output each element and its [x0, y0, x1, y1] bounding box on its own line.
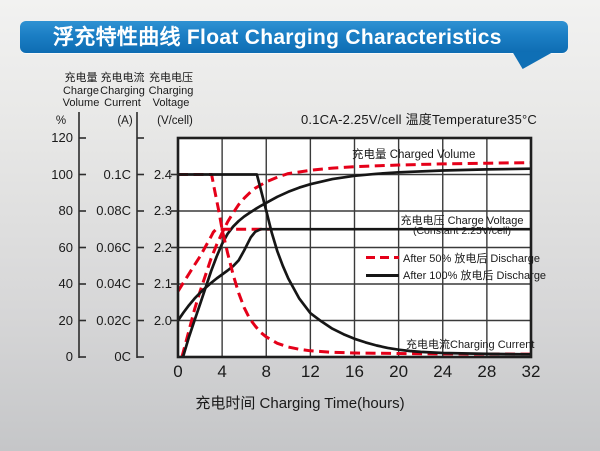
charging-current-curve-label: 充电电流Charging Current	[406, 339, 535, 351]
current-axis-unit: (A)	[117, 115, 133, 127]
axis-title-voltage-en1: Charging	[148, 84, 194, 97]
charge-voltage-curve-label: 充电电压 Charge Voltage	[400, 215, 524, 227]
legend-label-after-50: After 50% 放电后 Discharge	[403, 253, 540, 265]
charged-volume-curve-label: 充电量 Charged Volume	[352, 149, 476, 161]
legend-solid-line-sample	[366, 274, 399, 277]
axis-title-current-en1: Charging	[100, 84, 145, 97]
legend-dashed-line-sample	[366, 256, 399, 259]
x-axis-title: 充电时间 Charging Time(hours)	[195, 395, 405, 412]
axis-title-volume-zh: 充电量	[64, 72, 98, 84]
axis-title-current-zh: 充电电流	[100, 72, 145, 84]
axis-title-voltage-en2: Voltage	[152, 97, 190, 109]
curve-current-after-100-discharge	[178, 173, 532, 356]
axis-title-charging-current: 充电电流 Charging Current	[92, 72, 153, 110]
curve-voltage-after-50-discharge	[176, 227, 270, 293]
volume-axis-unit: %	[55, 115, 67, 127]
curve-voltage-after-100-discharge	[176, 227, 531, 322]
axis-title-volume-en1: Charge	[62, 84, 100, 97]
axis-title-charging-voltage: 充电电压 Charging Voltage	[141, 72, 201, 110]
title-banner	[20, 21, 568, 53]
legend-label-after-100: After 100% 放电后 Discharge	[403, 270, 547, 282]
test-condition-annotation: 0.1CA-2.25V/cell 温度Temperature35°C	[301, 112, 537, 127]
axis-title-charge-volume: 充电量 Charge Volume	[51, 72, 111, 110]
curve-current-after-50-discharge	[178, 173, 532, 356]
axis-title-voltage-zh: 充电电压	[149, 72, 193, 84]
charge-voltage-constant-label: (Constant 2.25V/cell)	[412, 225, 512, 237]
curve-volume-after-50-discharge	[180, 161, 532, 358]
axis-title-volume-en2: Volume	[62, 97, 100, 109]
curve-volume-after-100-discharge	[181, 167, 532, 358]
page-title: 浮充特性曲线 Float Charging Characteristics	[53, 26, 502, 49]
axis-title-current-en2: Current	[104, 97, 141, 109]
voltage-axis-unit: (V/cell)	[157, 115, 193, 127]
